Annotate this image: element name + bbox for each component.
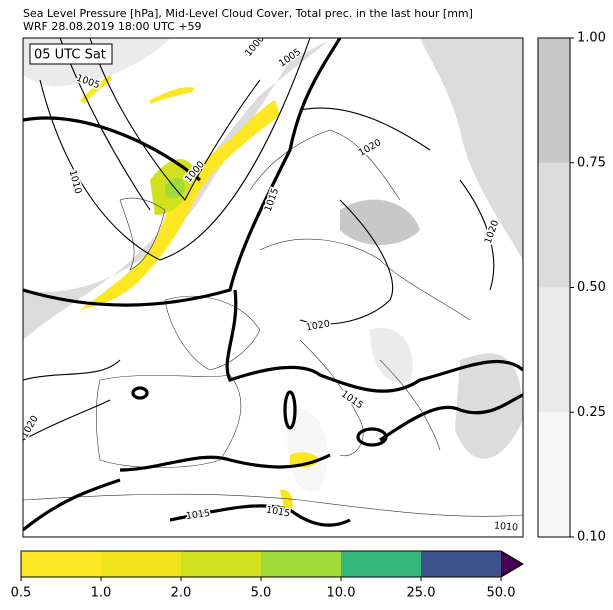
colorbar-tick-label: 5.0	[251, 586, 272, 601]
colorbar-tick-label: 0.25	[577, 405, 606, 420]
colorbar-tick-label: 50.0	[487, 586, 516, 601]
precip-colorbar: 0.5 1.0 2.0 5.0 10.0 25.0 50.0	[11, 550, 524, 601]
colorbar-segment	[261, 551, 341, 577]
colorbar-tick-label: 10.0	[327, 586, 356, 601]
colorbar-tick-label: 2.0	[171, 586, 192, 601]
cloud-colorbar: 0.10 0.25 0.50 0.75 1.00	[537, 31, 606, 545]
time-label: 05 UTC Sat	[34, 48, 106, 63]
colorbar-extension	[501, 551, 523, 577]
colorbar-frame	[20, 550, 524, 578]
colorbar-tick-label: 0.75	[577, 155, 606, 170]
isobars	[23, 38, 523, 532]
colorbar-tick-label: 0.10	[577, 530, 606, 545]
isobar-label: 1010	[493, 520, 518, 533]
colorbar-segment	[421, 551, 501, 577]
colorbar-tick-label: 1.00	[577, 31, 606, 46]
colorbar-segment	[538, 287, 570, 413]
colorbar-tick-label: 1.0	[91, 586, 112, 601]
colorbar-segment	[538, 162, 570, 288]
isobar-label: 1015	[185, 508, 210, 522]
colorbar-segment	[181, 551, 261, 577]
precipitation	[80, 75, 320, 510]
colorbar-segment	[538, 38, 570, 163]
colorbar-segment	[21, 551, 101, 577]
colorbar-tick-label: 0.5	[11, 586, 32, 601]
time-label-box	[29, 43, 113, 65]
subtitle: WRF 28.08.2019 18:00 UTC +59	[23, 20, 202, 33]
colorbar-segment	[341, 551, 421, 577]
coastlines	[23, 129, 523, 517]
colorbar-tick-label: 25.0	[407, 586, 436, 601]
colorbar-segment	[538, 412, 570, 537]
map-background	[23, 38, 523, 537]
cloud-cover	[23, 38, 523, 492]
colorbar-segment	[101, 551, 181, 577]
title: Sea Level Pressure [hPa], Mid-Level Clou…	[23, 7, 473, 20]
colorbar-tick-label: 0.50	[577, 280, 606, 295]
map-frame	[22, 37, 524, 538]
